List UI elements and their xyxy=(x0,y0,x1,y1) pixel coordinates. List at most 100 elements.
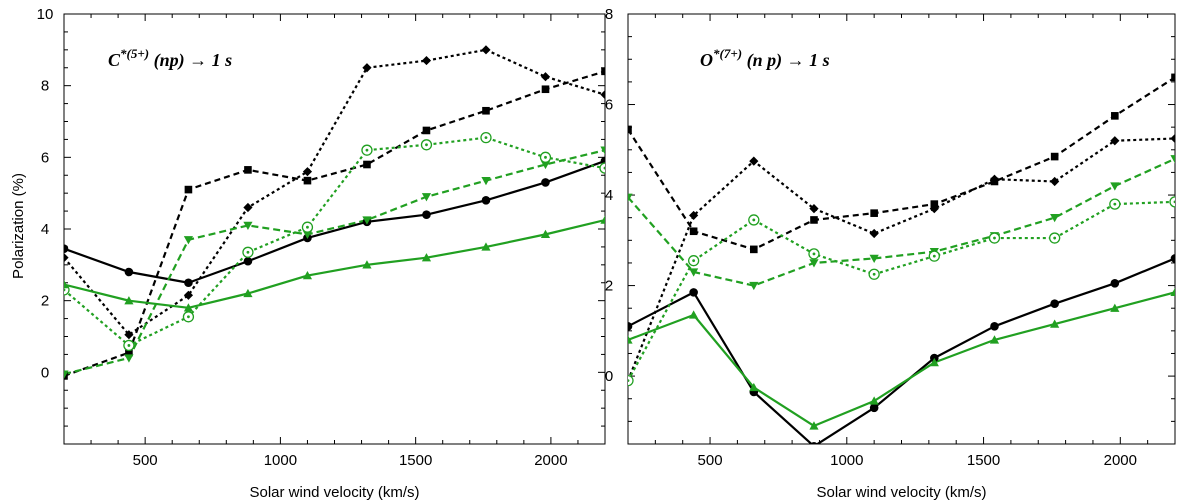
data-point xyxy=(183,290,194,300)
data-point-dot xyxy=(64,288,66,292)
data-point xyxy=(482,106,490,115)
data-point xyxy=(124,330,134,340)
data-point xyxy=(628,335,633,344)
data-point xyxy=(64,372,68,380)
data-point xyxy=(1170,155,1175,164)
chart-panel-1: 500 1000 1500 2000 0 2 4 6 8 10 Solar wind velocit… xyxy=(37,6,606,501)
series-line xyxy=(64,218,605,309)
data-point xyxy=(689,310,699,319)
data-point xyxy=(302,230,313,239)
data-point xyxy=(1111,112,1119,120)
data-point-dot xyxy=(692,259,696,263)
data-point xyxy=(1110,182,1120,191)
data-point-dot xyxy=(1113,202,1117,206)
data-point xyxy=(869,403,879,413)
y-tick-label: 0 xyxy=(605,368,613,385)
data-point xyxy=(184,278,193,288)
data-point-dot xyxy=(993,236,996,240)
data-point xyxy=(990,322,999,331)
data-point xyxy=(601,67,605,76)
data-point xyxy=(869,254,879,264)
data-point xyxy=(809,204,819,214)
data-point-dot xyxy=(872,272,876,276)
data-point xyxy=(989,174,1000,184)
data-point xyxy=(1169,196,1175,208)
data-point xyxy=(1050,319,1060,328)
data-point xyxy=(1110,279,1120,288)
data-point-dot xyxy=(603,166,605,170)
x-axis-label: Solar wind velocity (km/s) xyxy=(816,484,986,501)
data-point xyxy=(1170,287,1175,297)
data-point xyxy=(869,396,879,405)
data-point xyxy=(689,288,698,297)
data-point xyxy=(243,221,253,231)
series-line xyxy=(64,159,605,284)
data-point xyxy=(1050,214,1060,223)
data-point-dot xyxy=(932,254,936,258)
data-point xyxy=(1050,152,1059,161)
y-tick-label: 6 xyxy=(605,97,613,114)
x-tick-label: 2000 xyxy=(1104,452,1137,469)
data-point xyxy=(600,215,605,224)
data-point xyxy=(421,193,432,202)
data-point-dot xyxy=(246,250,250,254)
data-point xyxy=(540,229,551,239)
y-tick-label: 4 xyxy=(41,221,49,238)
plot-frame xyxy=(627,13,1176,445)
data-point xyxy=(541,178,550,187)
x-tick-label: 2000 xyxy=(534,452,567,469)
data-point-dot xyxy=(365,148,369,152)
data-point-dot xyxy=(187,315,190,319)
data-point xyxy=(809,421,819,430)
data-point-dot xyxy=(1053,236,1057,240)
plot-area xyxy=(64,45,605,380)
data-point xyxy=(125,348,133,357)
data-point xyxy=(750,245,758,254)
data-point xyxy=(244,166,252,174)
series-line xyxy=(628,200,1175,382)
data-point xyxy=(1050,299,1059,308)
panel-title: O*(7+) (n p) → 1 s xyxy=(700,46,830,71)
data-point-dot xyxy=(544,155,547,159)
data-point xyxy=(810,216,818,224)
chart-panel-2: 500 1000 1500 2000 0 2 4 6 8 Solar wind velocity … xyxy=(605,6,1176,501)
data-point xyxy=(183,236,194,245)
data-point xyxy=(481,45,491,55)
data-point xyxy=(1110,303,1120,312)
data-point xyxy=(749,281,759,291)
data-point xyxy=(600,146,605,155)
y-tick-label: 2 xyxy=(41,293,49,310)
data-point xyxy=(481,242,491,251)
data-point xyxy=(599,162,605,174)
data-point xyxy=(362,63,372,73)
y-tick-label: 8 xyxy=(605,6,613,23)
series-line xyxy=(628,157,1175,287)
data-point xyxy=(1110,136,1120,146)
data-point xyxy=(869,228,879,239)
data-point xyxy=(362,216,372,225)
y-tick-label: 6 xyxy=(41,149,49,166)
data-point xyxy=(302,270,313,280)
data-point xyxy=(421,253,432,262)
data-point-dot xyxy=(306,225,309,229)
plot-area xyxy=(628,73,1175,444)
data-point xyxy=(600,90,605,100)
data-point xyxy=(628,322,633,331)
series-line xyxy=(628,76,1175,251)
data-point xyxy=(422,210,431,219)
x-tick-label: 500 xyxy=(698,452,723,469)
series-line xyxy=(628,137,1175,382)
series-line xyxy=(64,70,605,377)
data-point xyxy=(243,288,253,298)
x-axis-label: Solar wind velocity (km/s) xyxy=(249,484,419,501)
data-point xyxy=(64,244,69,254)
data-point-dot xyxy=(752,218,756,222)
data-point xyxy=(689,227,698,236)
data-point xyxy=(481,196,491,205)
data-point xyxy=(749,382,759,392)
data-point xyxy=(363,160,371,169)
data-point xyxy=(1170,133,1175,144)
y-tick-label: 10 xyxy=(37,6,54,23)
data-point xyxy=(64,370,69,379)
series-line xyxy=(628,291,1175,427)
